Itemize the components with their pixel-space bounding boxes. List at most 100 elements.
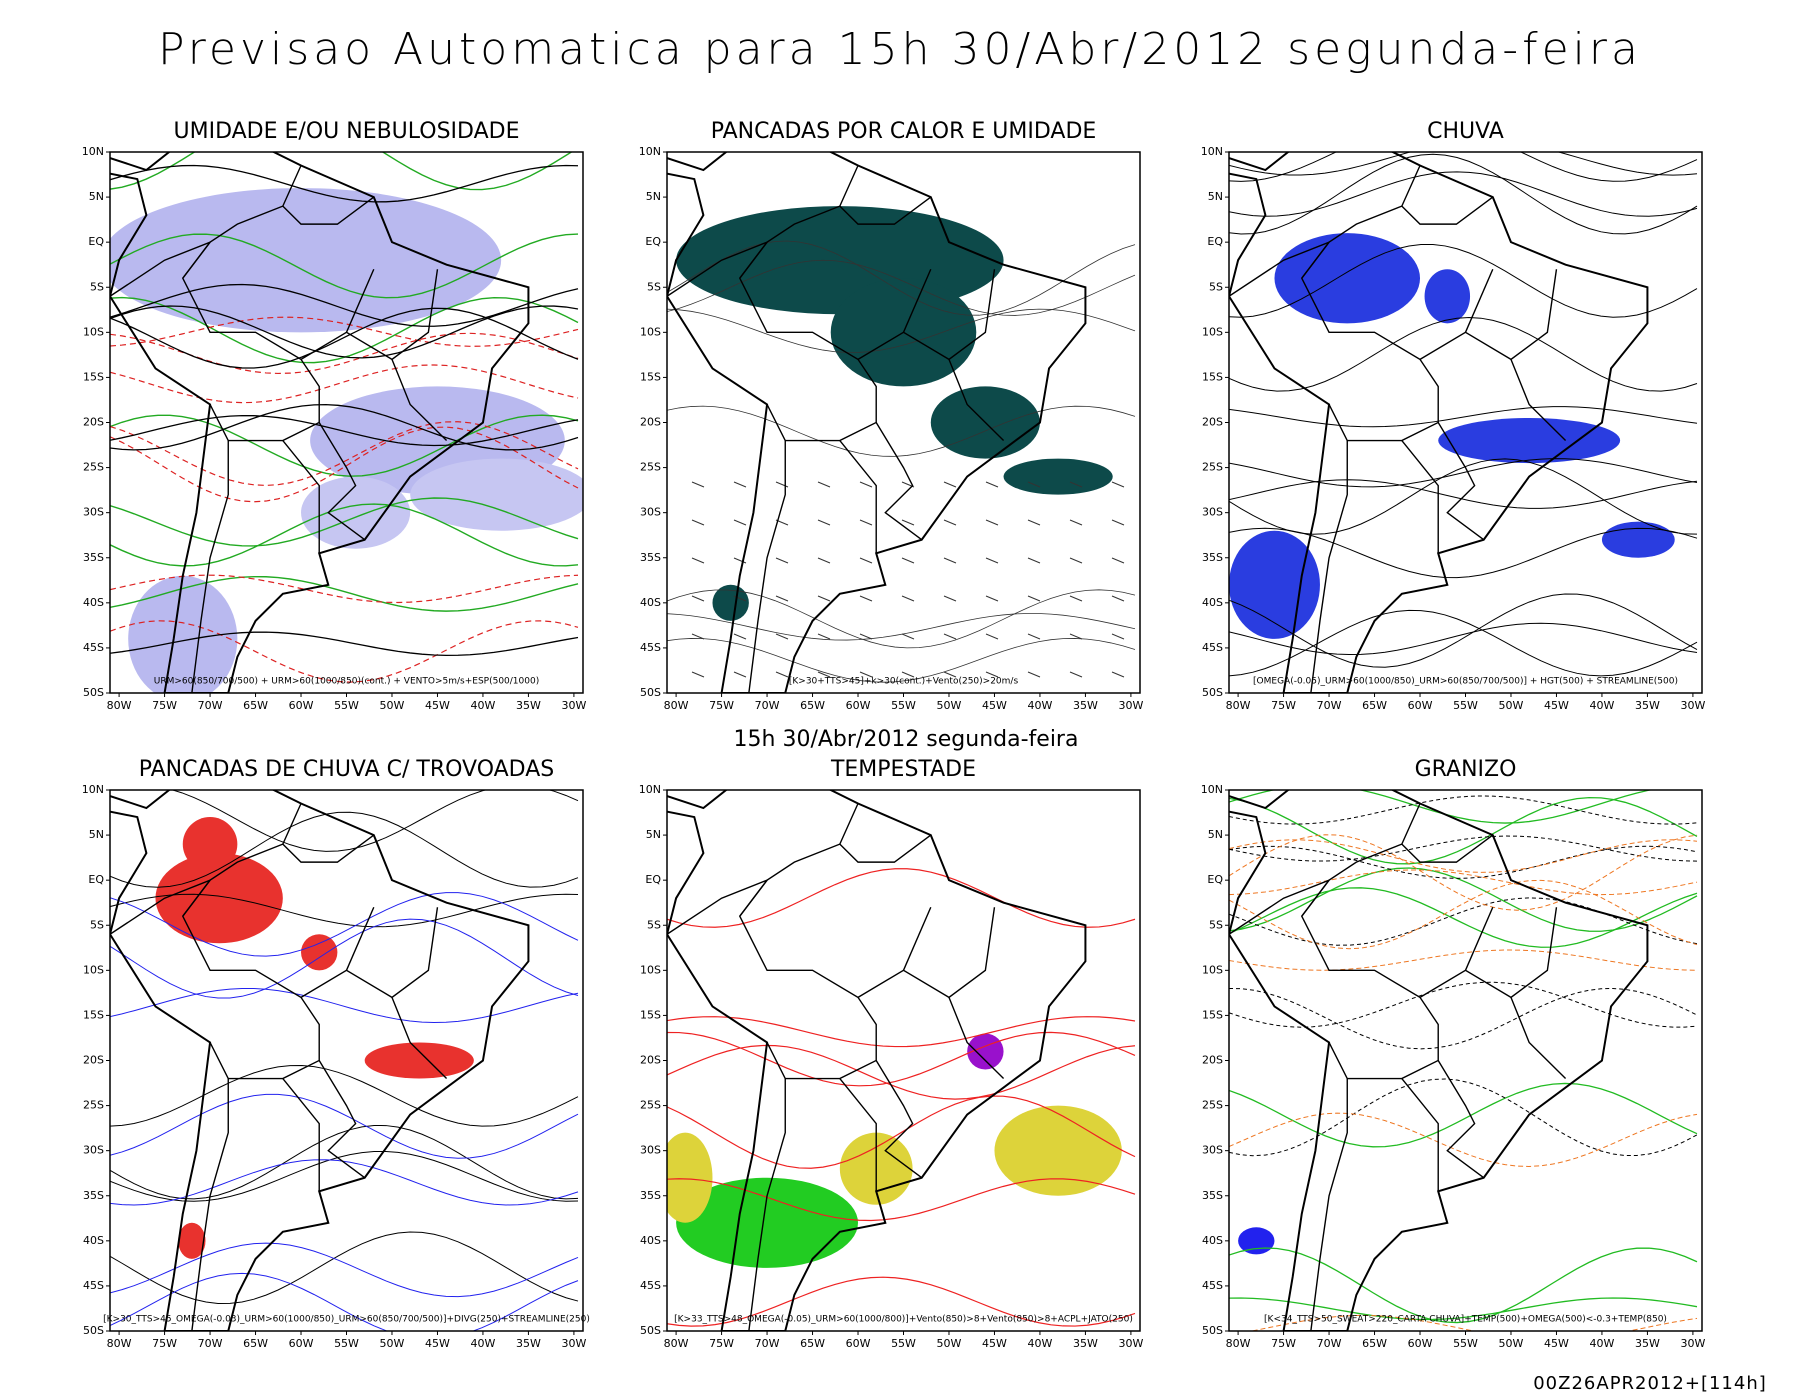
shaded-area	[178, 1222, 206, 1259]
lat-label: 5S	[647, 918, 661, 931]
wind-arrow	[817, 595, 831, 602]
shaded-area	[712, 584, 749, 621]
border	[1300, 165, 1439, 442]
contour-line	[1229, 949, 1698, 971]
lon-label: 80W	[664, 1337, 689, 1350]
contour-line	[110, 152, 573, 191]
contour-line	[1229, 622, 1698, 656]
contour-line	[1229, 987, 1698, 1050]
border	[1229, 878, 1332, 935]
contour-line	[1229, 839, 1698, 873]
panel-caption: [K>30_TTS>45_OMEGA(-0.03)_URM>60(1000/85…	[103, 1315, 590, 1325]
border	[875, 1060, 923, 1179]
lon-label: 45W	[982, 1337, 1007, 1350]
contour-line	[171, 790, 579, 852]
lat-label: 40S	[83, 1234, 104, 1247]
lat-label: 5N	[1208, 190, 1223, 203]
lat-label: 20S	[83, 1054, 104, 1067]
border	[1300, 803, 1439, 1080]
wind-arrow	[733, 481, 747, 488]
border	[1464, 268, 1494, 333]
contour-line	[667, 613, 1136, 641]
wind-arrow	[901, 519, 915, 526]
contour-line	[1229, 1082, 1698, 1148]
border	[282, 834, 375, 863]
lat-label: EQ	[645, 235, 661, 248]
contour-line	[1229, 795, 1698, 825]
border	[110, 878, 213, 935]
lat-label: 10S	[640, 963, 661, 976]
shaded-area	[1438, 417, 1621, 464]
lat-label: 30S	[83, 1144, 104, 1157]
contour-line	[1229, 458, 1698, 488]
wind-arrow	[1111, 595, 1125, 602]
wind-arrow	[775, 671, 789, 678]
lat-label: 10N	[639, 145, 661, 158]
contour-line	[110, 1242, 579, 1298]
lat-label: 5S	[1209, 280, 1223, 293]
lat-label: 30S	[640, 1144, 661, 1157]
wind-arrow	[943, 481, 957, 488]
contour-line	[667, 1044, 1136, 1100]
wind-arrow	[1027, 633, 1041, 640]
contour-line	[1229, 834, 1698, 911]
border	[1229, 240, 1332, 297]
contour-line	[110, 1231, 579, 1304]
shaded-area	[301, 476, 411, 549]
border	[191, 440, 229, 693]
border	[1510, 907, 1567, 1080]
lon-label: 35W	[1073, 699, 1098, 712]
shaded-area	[1601, 521, 1675, 558]
map-panel: TEMPESTADE 10N 5N EQ 5S 10S 15S 20S 25S 30S 35S 40S…	[639, 757, 1144, 1350]
wind-arrow	[733, 671, 747, 678]
contour-line	[1229, 869, 1698, 896]
lat-label: 40S	[1202, 1234, 1223, 1247]
lon-label: 65W	[1362, 1337, 1387, 1350]
wind-arrow	[1111, 633, 1125, 640]
lat-label: EQ	[1207, 873, 1223, 886]
wind-arrow	[943, 633, 957, 640]
lon-label: 75W	[152, 1337, 177, 1350]
lat-label: 35S	[1202, 1189, 1223, 1202]
wind-arrow	[817, 519, 831, 526]
wind-arrow	[1069, 671, 1083, 678]
lon-label: 40W	[471, 699, 496, 712]
wind-arrow	[775, 595, 789, 602]
lon-label: 50W	[380, 699, 405, 712]
border	[1419, 969, 1512, 998]
border	[1401, 1078, 1439, 1192]
lon-label: 80W	[1226, 1337, 1251, 1350]
wind-arrow	[859, 633, 873, 640]
wind-arrow	[859, 481, 873, 488]
contour-line	[667, 589, 1136, 649]
lon-label: 30W	[1118, 699, 1143, 712]
lat-label: 10N	[82, 145, 104, 158]
wind-arrow	[775, 633, 789, 640]
map-panel: GRANIZO 10N 5N EQ 5S 10S 15S 20S 25S 30S 35S 40S 45S…	[1201, 757, 1706, 1350]
lat-label: 50S	[1202, 686, 1223, 699]
wind-arrow	[691, 671, 705, 678]
wind-arrow	[1027, 481, 1041, 488]
lat-label: 50S	[1202, 1324, 1223, 1337]
border	[902, 268, 932, 333]
map-content	[1229, 790, 1698, 1331]
lon-label: 80W	[664, 699, 689, 712]
lat-label: 20S	[1202, 1054, 1223, 1067]
lat-label: 20S	[83, 416, 104, 429]
border	[110, 240, 213, 297]
lat-label: 15S	[640, 370, 661, 383]
wind-arrow	[943, 519, 957, 526]
shaded-area	[410, 458, 583, 531]
contour-line	[110, 1150, 579, 1202]
contour-line	[1229, 609, 1698, 677]
lat-label: 10N	[1201, 783, 1223, 796]
wind-arrow	[859, 595, 873, 602]
border	[667, 240, 770, 297]
lon-label: 75W	[152, 699, 177, 712]
shaded-area	[676, 1177, 859, 1268]
lat-label: 15S	[83, 370, 104, 383]
lat-label: 30S	[83, 506, 104, 519]
contour-line	[667, 1276, 1136, 1327]
lon-label: 50W	[937, 1337, 962, 1350]
contour-line	[1229, 243, 1698, 318]
